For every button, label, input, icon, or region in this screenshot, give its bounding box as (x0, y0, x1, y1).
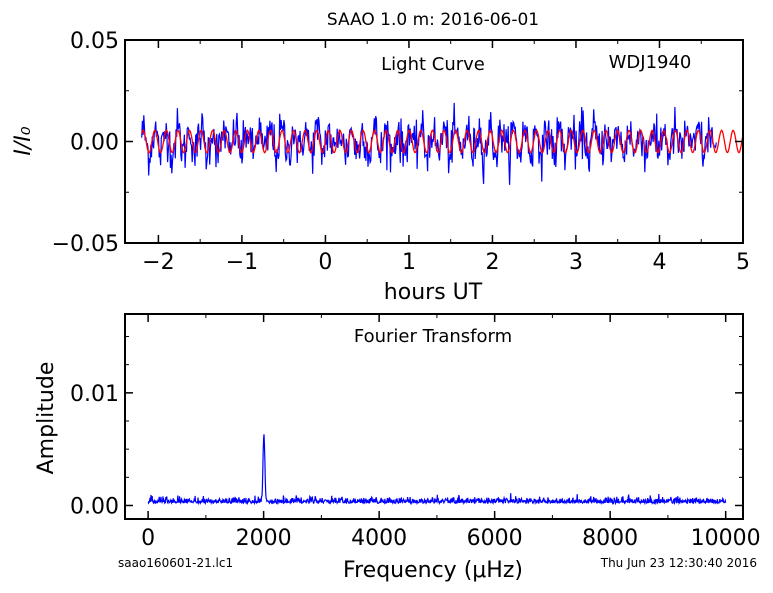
fourier-panel: 0 2000 4000 6000 8000 10000 0.00 0.01 Fourier T… (34, 313, 761, 583)
fourier-ytick-label: 0.01 (70, 382, 119, 407)
light-curve-ytick-label: −0.05 (52, 232, 119, 257)
sinusoid-fit-curve (141, 129, 744, 154)
figure-title: SAAO 1.0 m: 2016-06-01 (327, 10, 539, 30)
footer-filename: saao160601-21.lc1 (118, 556, 233, 570)
light-curve-panel: −2 −1 0 1 2 3 4 5 −0.05 0.00 0.05 Light Curve WDJ1… (11, 29, 750, 305)
light-curve-xtick-label: 3 (569, 250, 583, 275)
fourier-amplitude-spectrum (147, 434, 727, 506)
light-curve-xtick-label: 0 (318, 250, 332, 275)
fourier-xtick-label: 4000 (351, 526, 407, 551)
light-curve-ylabel: I/I₀ (11, 126, 36, 155)
light-curve-ticks: −2 −1 0 1 2 3 4 5 −0.05 0.00 0.05 (52, 29, 750, 275)
fourier-lines (147, 434, 727, 506)
light-curve-xlabel: hours UT (384, 280, 483, 305)
fourier-label: Fourier Transform (354, 326, 512, 347)
light-curve-xtick-label: 2 (485, 250, 499, 275)
light-curve-xtick-label: 5 (736, 250, 750, 275)
light-curve-xtick-label: −1 (226, 250, 258, 275)
footer-timestamp: Thu Jun 23 12:30:40 2016 (600, 556, 757, 570)
fourier-xtick-label: 0 (141, 526, 155, 551)
fourier-xtick-label: 8000 (582, 526, 638, 551)
target-name-label: WDJ1940 (609, 52, 692, 73)
light-curve-xtick-label: 4 (652, 250, 666, 275)
fourier-xtick-label: 2000 (236, 526, 292, 551)
fourier-ytick-label: 0.00 (70, 494, 119, 519)
light-curve-label: Light Curve (381, 54, 485, 75)
fourier-xtick-label: 10000 (691, 526, 761, 551)
fourier-xlabel: Frequency (μHz) (343, 558, 523, 583)
light-curve-xtick-label: 1 (402, 250, 416, 275)
light-curve-xtick-label: −2 (142, 250, 174, 275)
fourier-ylabel: Amplitude (34, 362, 59, 475)
light-curve-ytick-label: 0.05 (70, 29, 119, 54)
fourier-frame (124, 313, 744, 520)
light-curve-ytick-label: 0.00 (70, 131, 119, 156)
light-curve-lines (141, 102, 744, 185)
fourier-xtick-label: 6000 (467, 526, 523, 551)
fourier-ticks: 0 2000 4000 6000 8000 10000 0.00 0.01 (70, 314, 761, 551)
